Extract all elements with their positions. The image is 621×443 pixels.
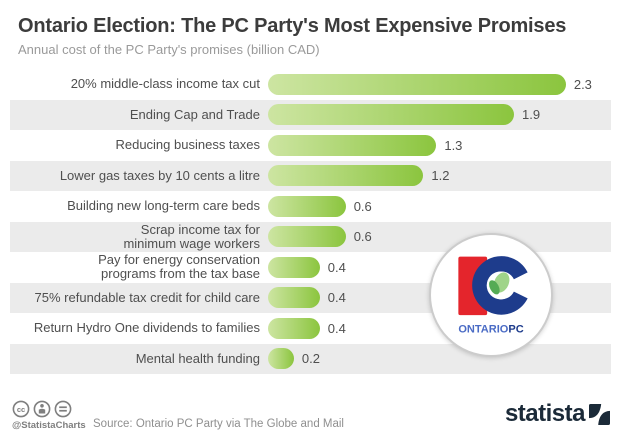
bar-row: Return Hydro One dividends to families 0.… <box>10 313 611 344</box>
category-label: Ending Cap and Trade <box>129 106 260 122</box>
bar-row: Ending Cap and Trade 1.9 <box>10 99 611 130</box>
page-subtitle: Annual cost of the PC Party's promises (… <box>18 42 320 57</box>
svg-text:cc: cc <box>17 405 25 414</box>
bar-row: Building new long-term care beds 0.6 <box>10 191 611 222</box>
value-label: 2.3 <box>573 76 592 92</box>
bar <box>268 256 320 278</box>
footer: cc @StatistaCharts Source: Ontario PC Pa… <box>0 395 621 443</box>
header: Ontario Election: The PC Party's Most Ex… <box>0 0 621 57</box>
bar-row: Pay for energy conservation programs fro… <box>10 252 611 283</box>
value-label: 0.4 <box>327 259 346 275</box>
bar-row: 20% middle-class income tax cut 2.3 <box>10 69 611 100</box>
category-label: Pay for energy conservation programs fro… <box>98 252 260 282</box>
bar <box>268 73 566 95</box>
category-label: 20% middle-class income tax cut <box>70 76 260 92</box>
category-label: Building new long-term care beds <box>67 198 260 214</box>
value-label: 1.2 <box>431 168 450 184</box>
bar <box>268 104 515 126</box>
ontario-pc-logo-icon: ONTARIOPC <box>458 256 528 335</box>
category-label: Lower gas taxes by 10 cents a litre <box>59 167 260 183</box>
bar <box>268 134 437 156</box>
bar <box>268 226 346 248</box>
value-label: 0.6 <box>353 229 372 245</box>
value-label: 1.9 <box>522 107 541 123</box>
category-label: Return Hydro One dividends to families <box>33 320 260 336</box>
page-title: Ontario Election: The PC Party's Most Ex… <box>18 15 567 37</box>
bar-row: Lower gas taxes by 10 cents a litre 1.2 <box>10 160 611 191</box>
bar <box>268 165 424 187</box>
value-label: 0.4 <box>327 290 346 306</box>
bar <box>268 348 294 370</box>
statista-mark-icon <box>589 403 610 425</box>
bar-row: Reducing business taxes 1.3 <box>10 130 611 161</box>
cc-license: cc <box>12 400 72 418</box>
value-label: 0.2 <box>301 351 320 367</box>
bar <box>268 287 320 309</box>
category-label: 75% refundable tax credit for child care <box>34 289 260 305</box>
no-derivatives-icon <box>54 400 72 418</box>
value-label: 0.4 <box>327 320 346 336</box>
attribution-icon <box>33 400 51 418</box>
category-label: Scrap income tax for minimum wage worker… <box>123 221 260 251</box>
ontario-pc-logo: ONTARIOPC <box>429 233 553 357</box>
bar <box>268 317 320 339</box>
statista-wordmark: statista <box>504 400 586 427</box>
value-label: 1.3 <box>444 137 463 153</box>
statista-logo: statista <box>504 400 610 427</box>
value-label: 0.6 <box>353 198 372 214</box>
cc-icon: cc <box>12 400 30 418</box>
category-label: Reducing business taxes <box>115 137 260 153</box>
statista-handle: @StatistaCharts <box>12 420 86 431</box>
source-text: Source: Ontario PC Party via The Globe a… <box>93 418 344 430</box>
category-label: Mental health funding <box>135 350 260 366</box>
svg-text:ONTARIOPC: ONTARIOPC <box>458 323 523 335</box>
bar <box>268 195 346 217</box>
